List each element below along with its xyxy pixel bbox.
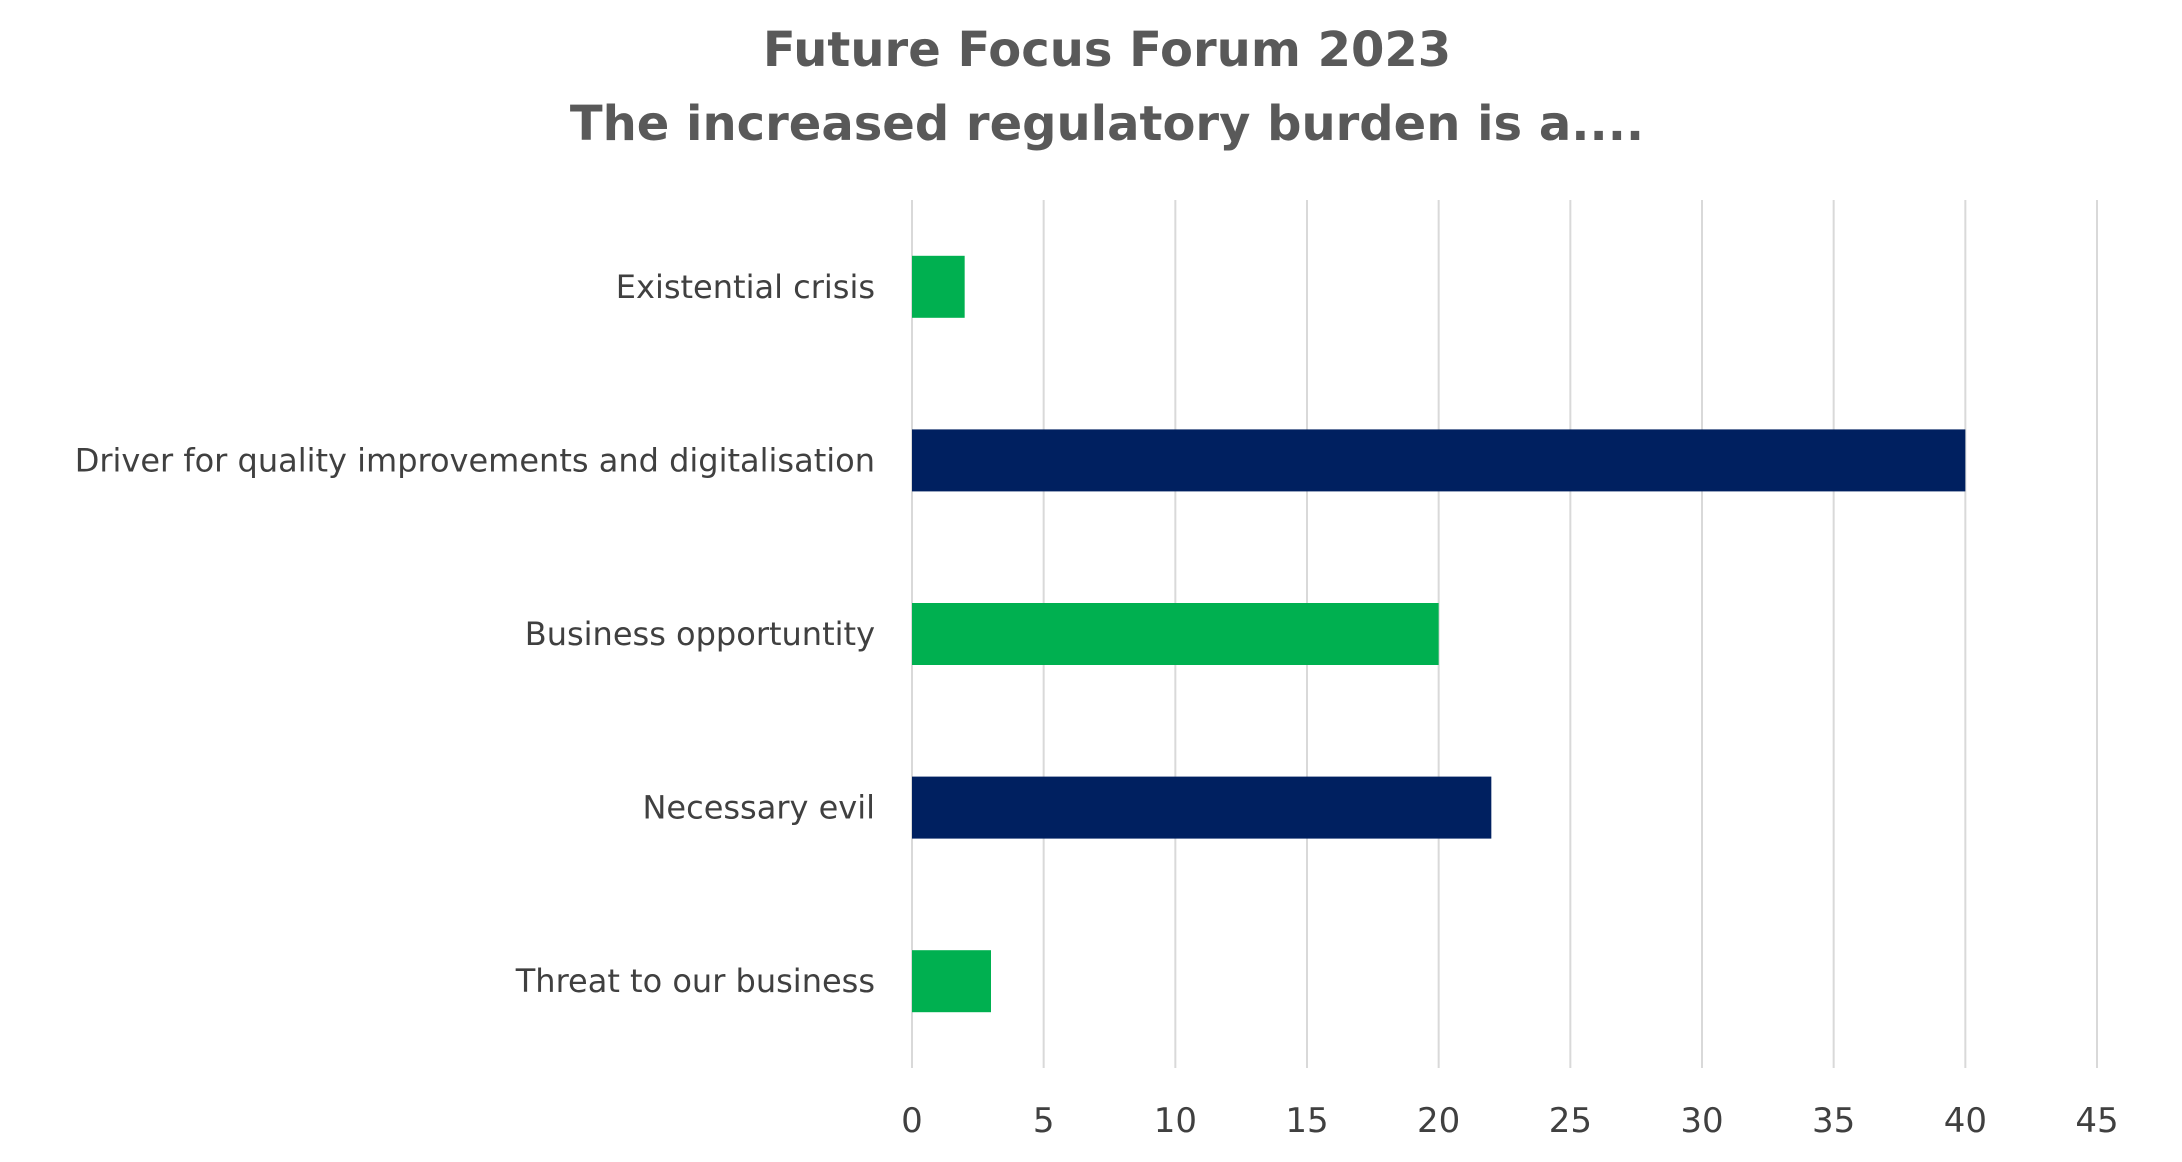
bar — [912, 603, 1439, 665]
category-label: Existential crisis — [616, 268, 875, 306]
chart-subtitle: The increased regulatory burden is a.... — [570, 96, 1644, 152]
bars — [912, 255, 1966, 1013]
x-tick-label: 5 — [1033, 1101, 1055, 1141]
category-label: Driver for quality improvements and digi… — [75, 441, 875, 479]
chart-title: Future Focus Forum 2023 — [763, 22, 1451, 78]
x-tick-label: 40 — [1944, 1101, 1987, 1141]
bar — [912, 776, 1492, 839]
x-tick-label: 30 — [1680, 1101, 1723, 1141]
bar — [912, 429, 1966, 492]
x-tick-label: 0 — [901, 1101, 923, 1141]
x-tick-label: 15 — [1285, 1101, 1328, 1141]
x-tick-label: 10 — [1154, 1101, 1197, 1141]
x-tick-label: 45 — [2075, 1101, 2118, 1141]
x-axis-tick-labels: 0 5 10 15 20 25 30 35 40 45 — [901, 1101, 2118, 1141]
category-labels: Existential crisis Driver for quality imp… — [75, 268, 875, 1000]
category-label: Threat to our business — [515, 962, 875, 1000]
x-tick-label: 25 — [1549, 1101, 1592, 1141]
x-tick-label: 20 — [1417, 1101, 1460, 1141]
bar — [912, 950, 991, 1013]
x-tick-label: 35 — [1812, 1101, 1855, 1141]
category-label: Necessary evil — [642, 789, 875, 827]
bar — [912, 255, 965, 318]
category-label: Business opportuntity — [525, 615, 875, 653]
